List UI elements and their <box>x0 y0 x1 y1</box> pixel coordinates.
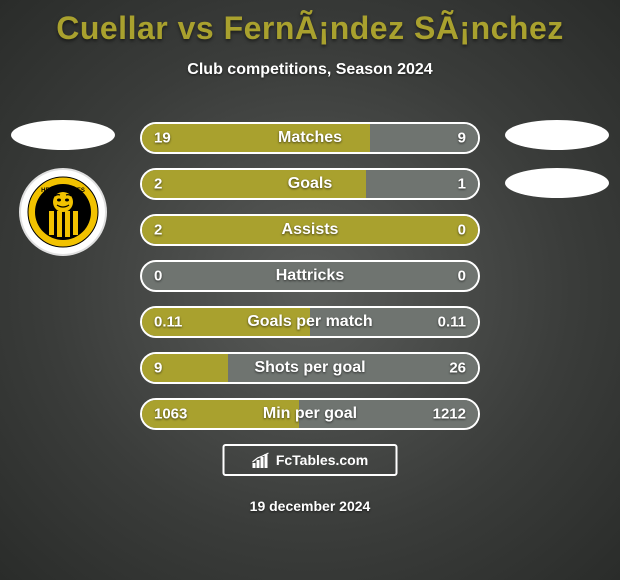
stat-fill-left <box>142 354 228 382</box>
player-left-club-badge: HE STRONGES <box>19 168 107 256</box>
club-badge-svg: HE STRONGES <box>27 176 99 248</box>
stat-value-right: 0 <box>458 268 466 285</box>
stat-fill-left <box>142 400 299 428</box>
footer-date: 19 december 2024 <box>0 498 620 514</box>
player-left-column: HE STRONGES <box>8 120 118 256</box>
player-right-club-placeholder <box>505 168 609 198</box>
player-right-avatar-placeholder <box>505 120 609 150</box>
footer-brand-box[interactable]: FcTables.com <box>223 444 398 476</box>
player-left-avatar-placeholder <box>11 120 115 150</box>
stat-fill-left <box>142 124 370 152</box>
stat-label: Hattricks <box>142 267 478 285</box>
stat-fill-right <box>299 400 478 428</box>
footer-brand-text: FcTables.com <box>276 452 368 468</box>
stat-fill-right <box>366 170 478 198</box>
page-subtitle: Club competitions, Season 2024 <box>0 61 620 79</box>
comparison-bars: Matches199 Goals21 Assists20 Hattricks0 0 Goa… <box>140 122 480 430</box>
stat-fill-right <box>310 308 478 336</box>
stat-row: Matches199 <box>140 122 480 154</box>
stat-row: Goals21 <box>140 168 480 200</box>
stat-row: Shots per goal926 <box>140 352 480 384</box>
stat-row: Assists20 <box>140 214 480 246</box>
page-title: Cuellar vs FernÃ¡ndez SÃ¡nchez <box>0 0 620 47</box>
brand-chart-icon <box>252 451 272 469</box>
stat-fill-right <box>228 354 478 382</box>
stat-fill-right <box>370 124 478 152</box>
stat-row: Goals per match0.110.11 <box>140 306 480 338</box>
player-right-column <box>502 120 612 198</box>
stat-fill-left <box>142 170 366 198</box>
stat-row: Hattricks0 0 <box>140 260 480 292</box>
stat-fill-left <box>142 308 310 336</box>
content-root: Cuellar vs FernÃ¡ndez SÃ¡nchez Club comp… <box>0 0 620 580</box>
stat-value-left: 0 <box>154 268 162 285</box>
stat-fill-left <box>142 216 478 244</box>
stat-row: Min per goal10631212 <box>140 398 480 430</box>
